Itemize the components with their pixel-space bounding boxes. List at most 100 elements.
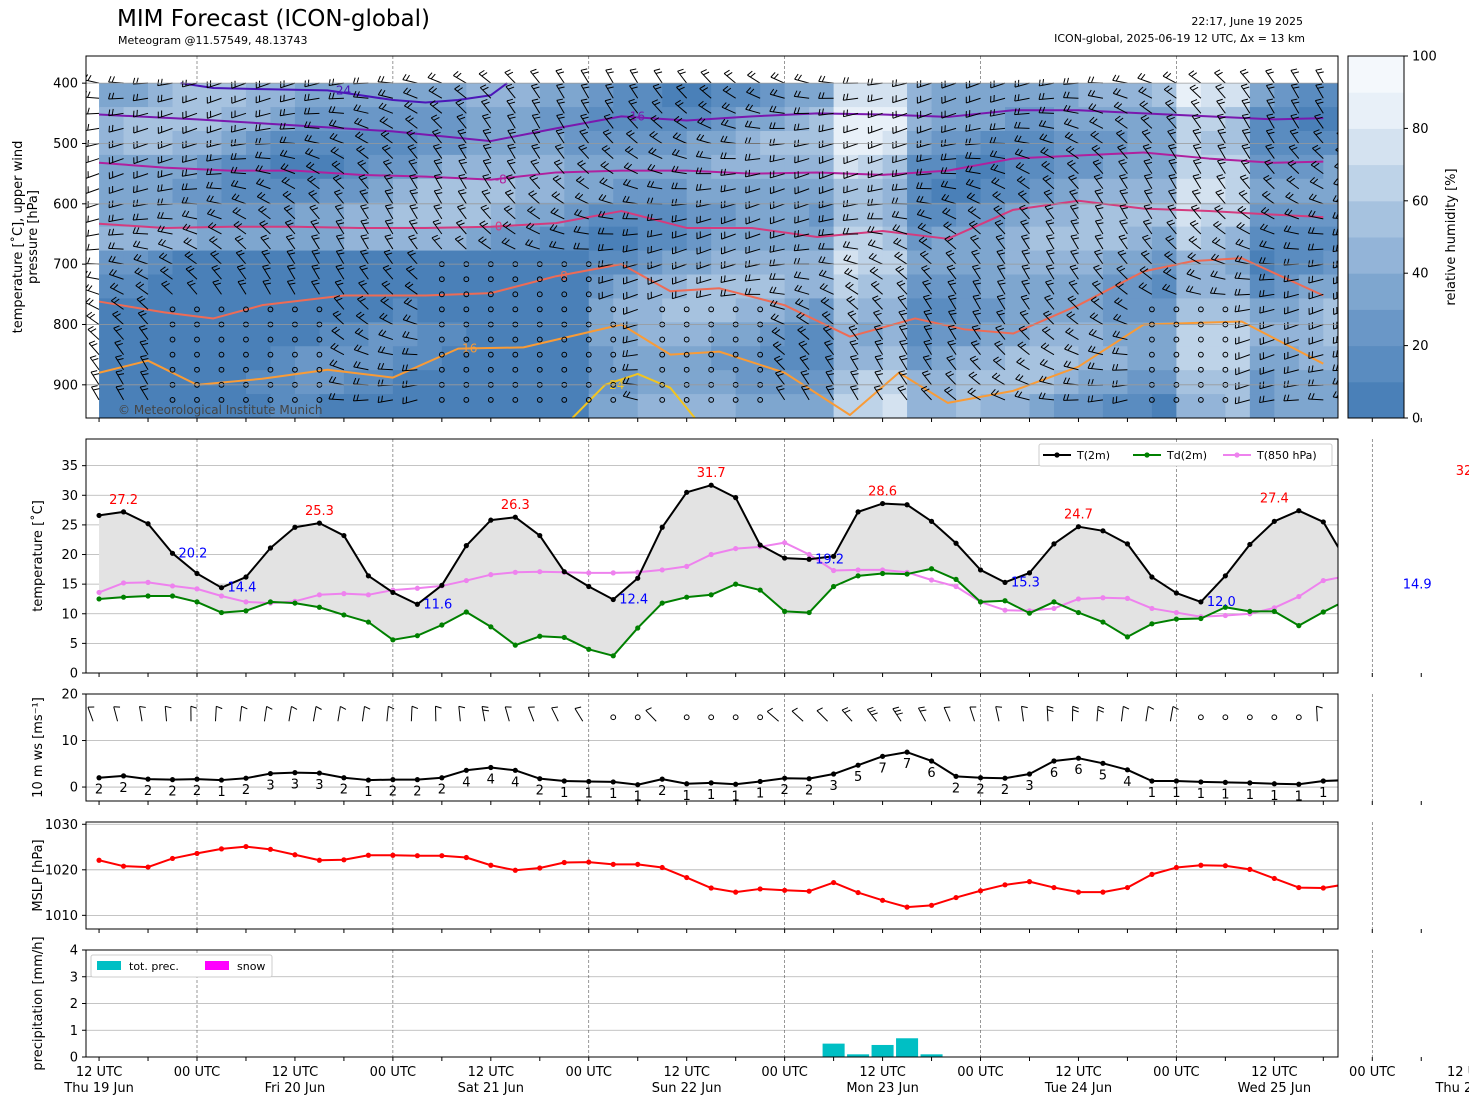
wind-barb-staff bbox=[431, 237, 443, 250]
wind-barb-flag bbox=[801, 358, 809, 362]
wind-barb-staff bbox=[89, 357, 100, 371]
wind-barb-staff bbox=[602, 132, 614, 144]
wind-barb-flag bbox=[769, 139, 772, 146]
wind-barb-flag bbox=[1219, 116, 1226, 120]
wind-barb-flag bbox=[108, 76, 112, 83]
Td(2m)-line-point bbox=[1320, 609, 1326, 615]
wind-barb-flag bbox=[1193, 101, 1200, 106]
T(2m)-line-point bbox=[341, 532, 347, 539]
wind-barb-flag bbox=[411, 222, 418, 225]
calm-marker bbox=[243, 366, 249, 373]
wind-barb-flag bbox=[899, 324, 906, 328]
wind-barb-flag bbox=[972, 264, 979, 268]
y-tick-label: 25 bbox=[61, 518, 78, 533]
wind-barb-flag bbox=[328, 376, 333, 383]
wind-barb-flag bbox=[255, 124, 258, 131]
wind-barb-flag bbox=[1167, 128, 1174, 132]
wind-barb-flag bbox=[876, 327, 883, 331]
calm-marker bbox=[1149, 306, 1155, 313]
humidity-cell bbox=[196, 394, 223, 418]
wind-barb-flag bbox=[874, 339, 882, 343]
wind-barb-flag bbox=[1087, 345, 1093, 352]
wind-barb-staff bbox=[873, 387, 883, 401]
wind-barb-flag bbox=[925, 297, 932, 301]
wind-barb-staff bbox=[236, 266, 247, 280]
wind-barb-staff bbox=[1215, 191, 1226, 205]
wind-barb-staff bbox=[1333, 183, 1338, 186]
wind-barb-flag bbox=[867, 199, 870, 206]
wind-barb-flag bbox=[899, 388, 907, 392]
humidity-cell bbox=[809, 322, 835, 348]
wind-barb-flag bbox=[330, 146, 336, 152]
wind-barb-flag bbox=[793, 257, 797, 265]
wind-barb-staff bbox=[1309, 198, 1324, 205]
wind-barb-staff bbox=[696, 248, 712, 255]
Td(2m)-line-point bbox=[831, 583, 837, 590]
wind-barb-staff bbox=[114, 342, 124, 355]
humidity-cell bbox=[221, 107, 247, 132]
wind-barb-staff bbox=[945, 252, 957, 265]
wind-barb-flag bbox=[1169, 131, 1176, 135]
wind-barb-staff bbox=[181, 188, 198, 191]
wind-barb-flag bbox=[821, 311, 828, 316]
wind-barb-flag bbox=[628, 98, 635, 102]
wind-speed-point bbox=[1002, 775, 1008, 781]
wind-barb-flag bbox=[920, 385, 928, 390]
Td(2m)-line-point bbox=[782, 608, 788, 614]
wind-barb-flag bbox=[1316, 116, 1323, 120]
wind-barb-flag bbox=[1265, 177, 1272, 182]
wind-barb-staff bbox=[892, 188, 908, 191]
humidity-cell bbox=[1102, 178, 1129, 204]
wind-barb-staff bbox=[819, 188, 834, 195]
wind-barb-flag bbox=[263, 252, 271, 256]
calm-marker bbox=[732, 366, 739, 373]
wind-barb-flag bbox=[772, 341, 779, 346]
wind-barb-staff bbox=[1290, 70, 1300, 84]
wind-barb-staff bbox=[1087, 367, 1103, 371]
wind-barb-staff bbox=[528, 193, 541, 205]
wind-barb-flag bbox=[384, 234, 392, 237]
wind-barb-flag bbox=[1216, 174, 1223, 177]
wind-barb-flag bbox=[234, 166, 238, 174]
wind-barb-flag bbox=[481, 72, 488, 77]
wind-barb-staff bbox=[1333, 341, 1338, 344]
T(850 hPa)-line-point bbox=[120, 580, 127, 586]
wind-barb-flag bbox=[993, 137, 997, 144]
min-temp-label: 19.2 bbox=[815, 552, 844, 567]
wind-barb-flag bbox=[891, 183, 895, 191]
wind-barb-staff bbox=[868, 112, 883, 119]
model-info: ICON-global, 2025-06-19 12 UTC, Δx = 13 … bbox=[1054, 32, 1305, 45]
wind-speed-label: 1 bbox=[1295, 789, 1303, 804]
wind-barb-flag bbox=[457, 87, 463, 92]
wind-barb-flag bbox=[1094, 234, 1102, 237]
wind-barb-flag bbox=[1118, 132, 1125, 137]
wind-barb-staff bbox=[1069, 266, 1079, 280]
wind-barb-staff bbox=[991, 376, 1006, 386]
plot-frame bbox=[85, 438, 1339, 674]
wind-barb-flag bbox=[527, 206, 533, 211]
wind-barb-flag bbox=[847, 310, 854, 314]
humidity-cell bbox=[172, 274, 198, 300]
wind-barb-flag bbox=[1209, 287, 1214, 294]
wind-barb-flag bbox=[974, 267, 981, 271]
wind-barb-flag bbox=[1018, 375, 1024, 381]
wind-barb-staff bbox=[182, 143, 198, 149]
calm-marker bbox=[757, 306, 764, 313]
wind-barb-flag bbox=[798, 340, 805, 345]
humidity-cell bbox=[1176, 107, 1202, 132]
wind-barb-flag bbox=[481, 98, 488, 103]
humidity-cell bbox=[466, 394, 492, 418]
wind-barb-flag bbox=[1283, 242, 1287, 249]
wind-barb-staff bbox=[231, 142, 247, 147]
humidity-cell bbox=[99, 226, 125, 252]
humidity-cell bbox=[343, 394, 370, 418]
wind-barb-flag bbox=[965, 124, 968, 132]
wind-barb-flag bbox=[748, 137, 752, 144]
wind-barb-staff bbox=[1260, 211, 1275, 220]
wind-barb-flag bbox=[626, 335, 628, 343]
wind-barb-staff bbox=[158, 158, 173, 164]
wind-barb-flag bbox=[84, 125, 85, 131]
wind-barb-staff bbox=[553, 162, 565, 174]
wind-barb-staff bbox=[867, 231, 883, 235]
